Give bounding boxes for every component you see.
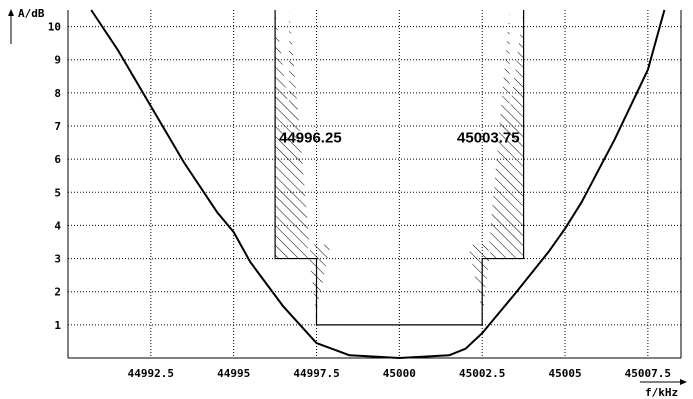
mask-outline — [274, 10, 525, 326]
grid — [68, 10, 681, 358]
y-tick-label: 10 — [48, 21, 61, 34]
annotation-label: 44996.25 — [279, 130, 342, 147]
y-tick-label: 9 — [54, 54, 61, 67]
tolerance-mask — [274, 10, 525, 326]
x-tick-label: 45000 — [383, 367, 416, 380]
y-tick-label: 6 — [54, 153, 61, 166]
axes — [67, 10, 682, 359]
mask-hatch-right — [468, 10, 524, 325]
x-tick-label: 44997.5 — [293, 367, 339, 380]
y-axis-label: A/dB — [18, 7, 45, 20]
x-tick-label: 44995 — [217, 367, 250, 380]
series — [90, 9, 666, 359]
tick-labels: 44992.5 44995 44997.5 45000 45002.5 45005 4500… — [48, 21, 671, 380]
y-axis-arrow-icon — [8, 9, 14, 44]
y-tick-label: 5 — [54, 186, 61, 199]
y-tick-label: 1 — [54, 319, 61, 332]
y-tick-label: 4 — [54, 219, 61, 232]
x-axis-arrow-icon — [640, 379, 687, 385]
y-tick-label: 2 — [54, 286, 61, 299]
x-tick-label: 45005 — [548, 367, 581, 380]
series-line — [90, 9, 666, 359]
x-tick-label: 45002.5 — [459, 367, 505, 380]
x-tick-label: 45007.5 — [625, 367, 671, 380]
y-tick-label: 7 — [54, 120, 61, 133]
y-tick-label: 8 — [54, 87, 61, 100]
y-tick-label: 3 — [54, 253, 61, 266]
annotation-label: 45003.75 — [457, 130, 520, 147]
annotations: 44996.25 45003.75 — [279, 130, 520, 147]
x-axis-label: f/kHz — [645, 386, 678, 399]
mask-hatch-left — [275, 10, 331, 325]
x-tick-label: 44992.5 — [128, 367, 174, 380]
